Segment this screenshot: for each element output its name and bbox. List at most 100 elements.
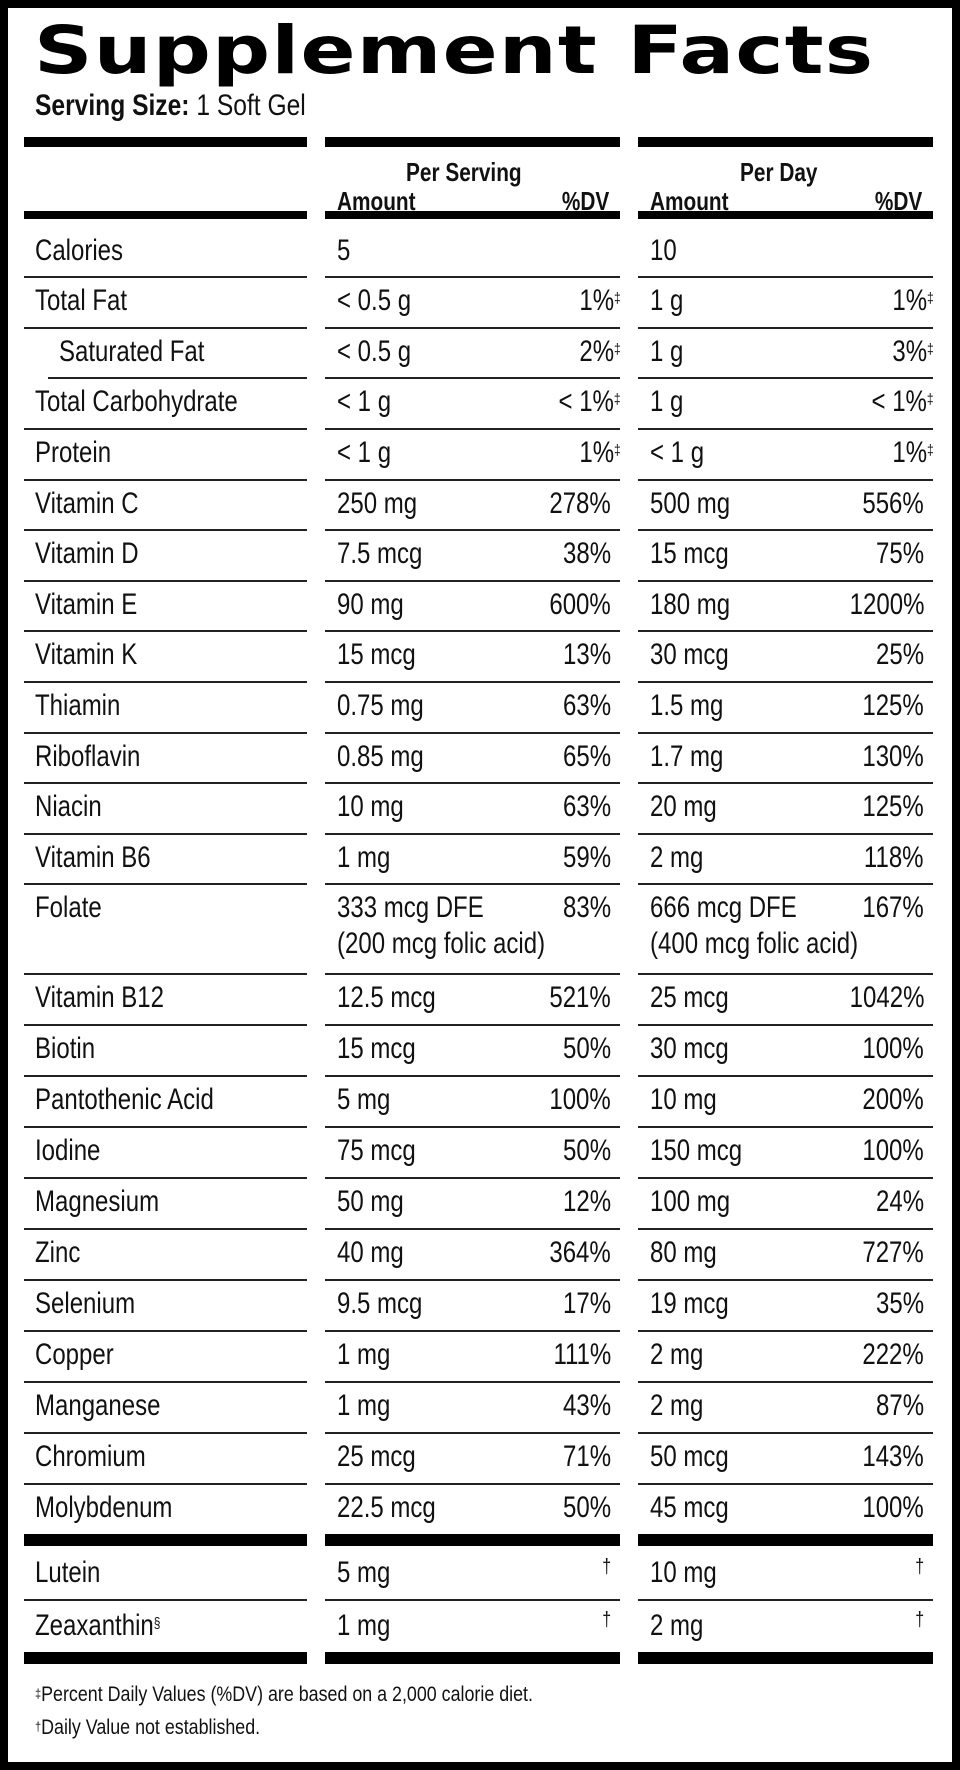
per-serving-dv: 1%‡ [579,284,621,317]
nutrient-name: Zinc [35,1236,81,1269]
per-serving-amount: 0.75 mg [337,689,424,722]
row-rule [325,1432,620,1434]
ingredient-name: Zeaxanthin§ [35,1609,161,1642]
row-rule [638,782,933,784]
nutrient-name: Pantothenic Acid [35,1083,214,1116]
per-day-dv: † [915,1556,924,1578]
nutrient-name: Calories [35,234,124,267]
nutrient-name: Vitamin D [35,537,139,570]
per-day-amount: 20 mg [650,790,717,823]
per-serving-amount-detail: (200 mcg folic acid) [337,927,546,960]
nutrient-name: Total Fat [35,284,128,317]
row-rule [24,1330,307,1332]
per-day-dv: 727% [862,1236,924,1269]
row-rule [24,1432,307,1434]
nutrient-name: Vitamin B12 [35,981,164,1014]
per-day-dv: 143% [862,1440,924,1473]
row-rule [24,732,307,734]
row-rule [638,1075,933,1077]
nutrient-name: Molybdenum [35,1491,173,1524]
row-rule [638,681,933,683]
per-serving-amount: < 1 g [337,385,392,418]
row-rule [638,833,933,835]
row-rule [638,1177,933,1179]
row-rule [638,732,933,734]
per-serving-amount: 50 mg [337,1185,404,1218]
row-rule [638,377,933,379]
per-day-heading: Per Day [740,157,818,187]
serving-size-value: 1 Soft Gel [196,89,306,122]
nutrient-name: Manganese [35,1389,161,1422]
header-rule [638,211,933,219]
row-rule [24,1228,307,1230]
row-rule [638,1126,933,1128]
row-rule [638,327,933,329]
per-day-dv: † [915,1609,924,1631]
per-day-amount: 1.5 mg [650,689,724,722]
per-day-dv: 100% [862,1134,924,1167]
footnote-text: Daily Value not established. [41,1716,261,1739]
dv-footnote-mark: ‡ [614,442,621,459]
per-day-dv: 25% [875,638,924,671]
per-day-amount: 1 g [650,284,684,317]
thick-rule [638,137,933,147]
row-rule [24,327,307,329]
per-day-amount: 100 mg [650,1185,731,1218]
per-serving-dv: < 1%‡ [558,385,621,418]
per-day-dv: 125% [862,790,924,823]
per-serving-heading: Per Serving [406,157,522,187]
per-serving-amount: < 0.5 g [337,284,412,317]
row-rule [325,973,620,975]
per-serving-amount: < 1 g [337,436,392,469]
per-serving-amount: 7.5 mcg [337,537,423,570]
row-rule [325,580,620,582]
panel-title: Supplement Facts [34,12,875,89]
nutrient-name: Niacin [35,790,102,823]
row-rule [24,428,307,430]
row-rule [24,580,307,582]
per-day-amount: 30 mcg [650,638,729,671]
per-day-amount: 1 g [650,385,684,418]
row-rule [24,1381,307,1383]
row-rule [638,479,933,481]
serving-size: Serving Size: 1 Soft Gel [35,88,306,124]
row-rule [24,1599,307,1601]
footnote-mark: ‡ [35,1686,42,1701]
nutrient-name: Iodine [35,1134,101,1167]
row-rule [325,1381,620,1383]
nutrient-name: Saturated Fat [59,335,205,368]
nutrient-name: Vitamin C [35,487,139,520]
nutrient-name: Chromium [35,1440,146,1473]
per-day-dv: 1200% [849,588,924,621]
header-rule [24,211,307,219]
per-serving-amount: 90 mg [337,588,404,621]
per-serving-amount: 1 mg [337,841,391,874]
per-serving-amount: 22.5 mcg [337,1491,436,1524]
thick-rule [24,137,307,147]
footnote-mark: † [35,1719,42,1734]
per-serving-dv: 17% [562,1287,611,1320]
row-rule [638,1279,933,1281]
serving-size-label: Serving Size: [35,89,190,122]
per-day-amount: 25 mcg [650,981,729,1014]
per-serving-dv: 12% [562,1185,611,1218]
row-rule [24,479,307,481]
dv-footnote-mark: ‡ [614,341,621,358]
per-serving-amount: 5 mg [337,1556,391,1589]
per-day-dv: 35% [875,1287,924,1320]
per-serving-amount: 10 mg [337,790,404,823]
row-rule [24,782,307,784]
per-serving-amount: < 0.5 g [337,335,412,368]
row-rule [325,883,620,885]
per-day-dv: < 1%‡ [871,385,934,418]
nutrient-name: Vitamin B6 [35,841,151,874]
nutrient-name: Biotin [35,1032,96,1065]
row-rule [24,1483,307,1485]
per-serving-dv: 63% [562,790,611,823]
row-rule [638,580,933,582]
thick-rule [325,1534,620,1546]
row-rule [24,883,307,885]
per-day-amount: 10 mg [650,1083,717,1116]
row-rule [24,529,307,531]
